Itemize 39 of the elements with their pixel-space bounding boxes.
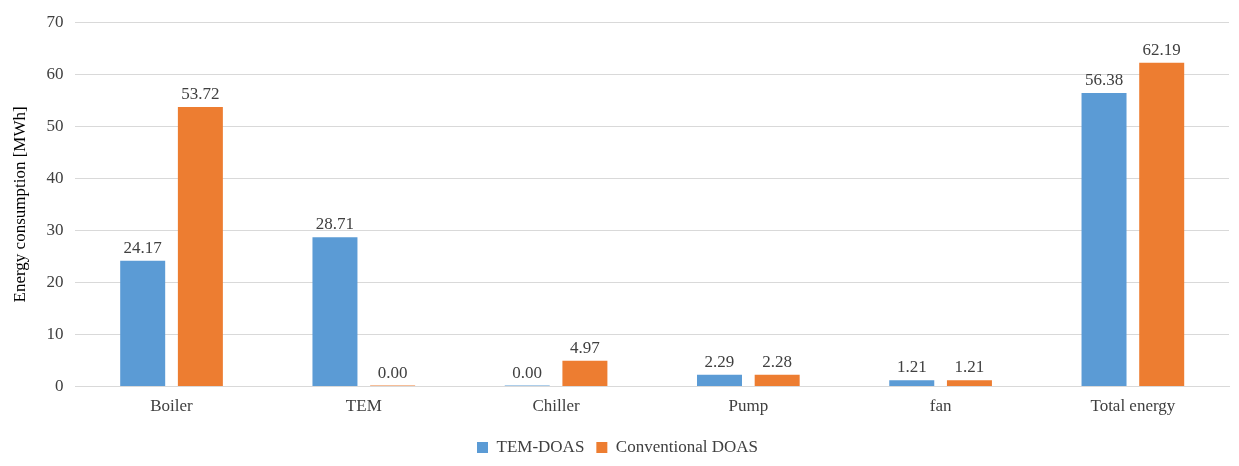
y-tick-label: 50 [46, 115, 64, 135]
bar [754, 374, 800, 387]
x-tick-label: Boiler [150, 396, 194, 416]
data-label: 28.71 [315, 214, 355, 234]
y-tick-label: 40 [46, 167, 64, 187]
data-label: 1.21 [896, 357, 927, 377]
bar [312, 237, 358, 387]
bar [697, 374, 742, 387]
data-label: 1.21 [954, 357, 985, 377]
x-tick-label: fan [929, 396, 952, 416]
data-label: 24.17 [123, 237, 163, 257]
data-label: 0.00 [377, 362, 408, 382]
bar [120, 260, 166, 387]
bar [1081, 93, 1127, 387]
data-label: 2.29 [704, 351, 735, 371]
y-tick-label: 70 [46, 11, 64, 31]
x-tick-label: TEM [345, 396, 382, 416]
bar [946, 380, 992, 387]
bar [889, 380, 935, 387]
data-label: 0.00 [512, 362, 543, 382]
y-axis-title: Energy consumption [MWh] [9, 106, 29, 303]
x-tick-label: Chiller [532, 396, 581, 416]
legend-label: TEM-DOAS [496, 436, 585, 456]
data-label: 2.28 [762, 351, 793, 371]
data-label: 4.97 [570, 337, 601, 357]
y-tick-label: 20 [46, 271, 64, 291]
y-tick-label: 30 [46, 219, 64, 239]
data-label: 62.19 [1142, 39, 1181, 59]
y-tick-label: 10 [46, 324, 64, 344]
bar [177, 106, 223, 387]
y-tick-label: 60 [46, 63, 64, 83]
data-label: 53.72 [181, 83, 220, 103]
legend-label: Conventional DOAS [615, 436, 758, 456]
data-label: 56.38 [1084, 70, 1124, 90]
x-tick-label: Total energy [1090, 396, 1176, 416]
bar [1139, 62, 1185, 387]
x-tick-label: Pump [728, 396, 769, 416]
bar [562, 360, 608, 387]
y-tick-label: 0 [54, 376, 64, 396]
